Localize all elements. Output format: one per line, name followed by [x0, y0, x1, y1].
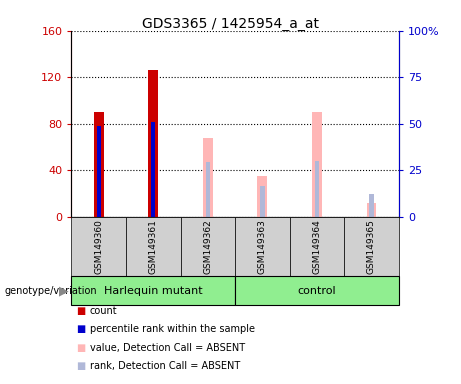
Text: ■: ■ [76, 306, 85, 316]
Text: ▶: ▶ [59, 285, 68, 297]
Text: GSM149365: GSM149365 [367, 219, 376, 274]
Text: value, Detection Call = ABSENT: value, Detection Call = ABSENT [90, 343, 245, 353]
Bar [126, 217, 181, 276]
Text: percentile rank within the sample: percentile rank within the sample [90, 324, 255, 334]
Bar [96, 126, 101, 217]
Bar [315, 161, 319, 217]
Bar [148, 70, 158, 217]
Text: count: count [90, 306, 118, 316]
Bar [71, 217, 126, 276]
Text: Harlequin mutant: Harlequin mutant [104, 286, 202, 296]
Text: ■: ■ [76, 324, 85, 334]
Bar [369, 194, 374, 217]
Text: ■: ■ [76, 361, 85, 371]
Bar [71, 276, 235, 305]
Text: GSM149364: GSM149364 [313, 219, 321, 274]
Bar [312, 112, 322, 217]
Bar [258, 176, 267, 217]
Text: control: control [298, 286, 336, 296]
Text: GDS3365 / 1425954_a_at: GDS3365 / 1425954_a_at [142, 17, 319, 31]
Bar [203, 138, 213, 217]
Bar [344, 217, 399, 276]
Text: rank, Detection Call = ABSENT: rank, Detection Call = ABSENT [90, 361, 240, 371]
Bar [235, 217, 290, 276]
Bar [151, 121, 155, 217]
Text: GSM149363: GSM149363 [258, 219, 267, 274]
Text: GSM149360: GSM149360 [94, 219, 103, 274]
Text: GSM149361: GSM149361 [149, 219, 158, 274]
Bar [290, 217, 344, 276]
Bar [235, 276, 399, 305]
Bar [181, 217, 235, 276]
Bar [94, 112, 104, 217]
Text: ■: ■ [76, 343, 85, 353]
Text: GSM149362: GSM149362 [203, 219, 213, 274]
Bar [206, 162, 210, 217]
Bar [260, 185, 265, 217]
Bar [366, 203, 376, 217]
Text: genotype/variation: genotype/variation [5, 286, 97, 296]
